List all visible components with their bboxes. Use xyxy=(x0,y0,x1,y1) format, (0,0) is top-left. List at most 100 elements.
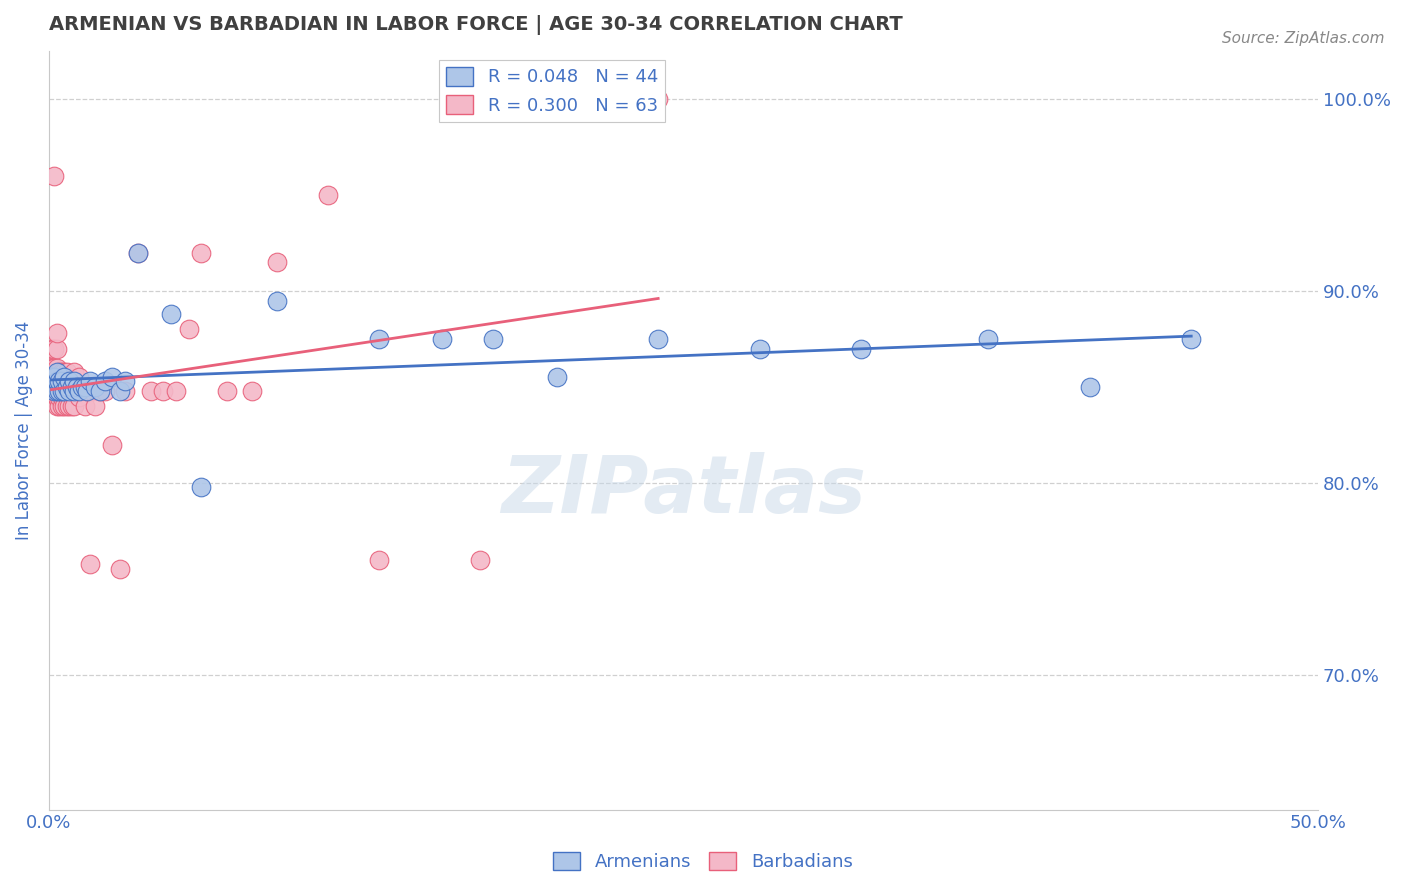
Point xyxy=(66,384,89,398)
Point xyxy=(55,365,77,379)
Point xyxy=(42,384,65,398)
Point xyxy=(89,384,111,398)
Point xyxy=(63,374,86,388)
Point xyxy=(316,187,339,202)
Point xyxy=(368,553,391,567)
Point xyxy=(190,245,212,260)
Point xyxy=(73,380,96,394)
Point xyxy=(51,374,73,388)
Point xyxy=(101,437,124,451)
Point xyxy=(58,384,80,398)
Point xyxy=(45,365,67,379)
Point xyxy=(60,399,83,413)
Point xyxy=(45,326,67,341)
Legend: Armenians, Barbadians: Armenians, Barbadians xyxy=(546,845,860,879)
Y-axis label: In Labor Force | Age 30-34: In Labor Force | Age 30-34 xyxy=(15,320,32,540)
Point xyxy=(45,342,67,356)
Text: ZIPatlas: ZIPatlas xyxy=(501,452,866,530)
Point xyxy=(165,384,187,398)
Point xyxy=(48,374,70,388)
Point xyxy=(42,342,65,356)
Text: ARMENIAN VS BARBADIAN IN LABOR FORCE | AGE 30-34 CORRELATION CHART: ARMENIAN VS BARBADIAN IN LABOR FORCE | A… xyxy=(49,15,903,35)
Point xyxy=(76,384,98,398)
Point xyxy=(266,293,288,308)
Point xyxy=(51,380,73,394)
Point xyxy=(79,374,101,388)
Point xyxy=(58,399,80,413)
Point xyxy=(48,380,70,394)
Point xyxy=(42,374,65,388)
Point xyxy=(127,245,149,260)
Point xyxy=(63,384,86,398)
Point xyxy=(83,399,105,413)
Point xyxy=(51,365,73,379)
Point xyxy=(482,332,505,346)
Point xyxy=(45,384,67,398)
Point xyxy=(42,169,65,183)
Point xyxy=(546,370,568,384)
Point xyxy=(66,380,89,394)
Point xyxy=(70,384,93,398)
Point xyxy=(45,360,67,375)
Point xyxy=(63,384,86,398)
Point xyxy=(42,384,65,398)
Point xyxy=(48,384,70,398)
Point xyxy=(67,370,90,384)
Point xyxy=(851,342,873,356)
Point xyxy=(48,399,70,413)
Point xyxy=(53,365,76,379)
Point xyxy=(53,384,76,398)
Point xyxy=(63,365,86,379)
Point xyxy=(41,370,63,384)
Point xyxy=(42,360,65,375)
Point xyxy=(51,384,73,398)
Point xyxy=(432,332,454,346)
Point xyxy=(159,307,181,321)
Point xyxy=(82,384,104,398)
Text: Source: ZipAtlas.com: Source: ZipAtlas.com xyxy=(1222,31,1385,46)
Point xyxy=(89,384,111,398)
Point xyxy=(58,380,80,394)
Point xyxy=(70,380,93,394)
Point xyxy=(42,370,65,384)
Point xyxy=(114,374,136,388)
Point xyxy=(470,553,492,567)
Point xyxy=(647,332,669,346)
Point xyxy=(51,399,73,413)
Point xyxy=(190,480,212,494)
Point xyxy=(53,399,76,413)
Point xyxy=(101,370,124,384)
Point xyxy=(45,390,67,404)
Point xyxy=(55,399,77,413)
Point xyxy=(58,374,80,388)
Point xyxy=(53,384,76,398)
Point xyxy=(45,374,67,388)
Point xyxy=(45,399,67,413)
Point xyxy=(266,255,288,269)
Point xyxy=(55,384,77,398)
Point xyxy=(83,380,105,394)
Point xyxy=(108,384,131,398)
Point xyxy=(108,562,131,576)
Point xyxy=(45,374,67,388)
Point xyxy=(79,557,101,571)
Point xyxy=(76,384,98,398)
Point xyxy=(48,365,70,379)
Point xyxy=(215,384,238,398)
Point xyxy=(127,245,149,260)
Point xyxy=(647,92,669,106)
Point xyxy=(1180,332,1202,346)
Point xyxy=(63,399,86,413)
Point xyxy=(139,384,162,398)
Point xyxy=(177,322,200,336)
Point xyxy=(67,390,90,404)
Point xyxy=(977,332,1000,346)
Point xyxy=(94,384,117,398)
Point xyxy=(48,390,70,404)
Point xyxy=(41,342,63,356)
Point xyxy=(45,384,67,398)
Point xyxy=(240,384,263,398)
Point xyxy=(94,374,117,388)
Point xyxy=(60,380,83,394)
Point xyxy=(55,380,77,394)
